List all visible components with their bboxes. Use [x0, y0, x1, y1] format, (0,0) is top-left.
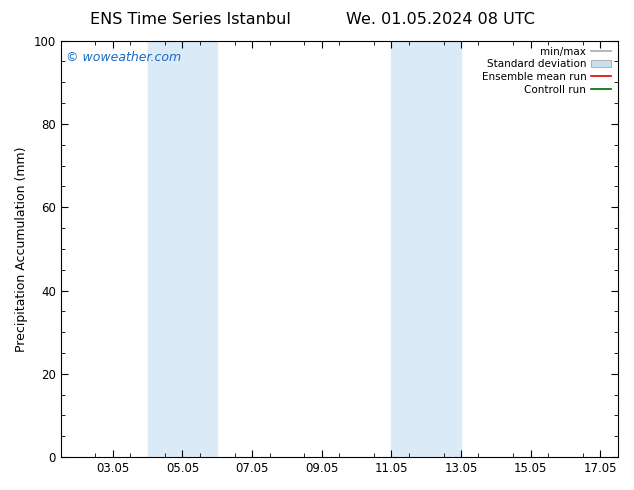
Bar: [148, 41, 217, 457]
Bar: [391, 41, 461, 457]
Text: We. 01.05.2024 08 UTC: We. 01.05.2024 08 UTC: [346, 12, 535, 27]
Text: ENS Time Series Istanbul: ENS Time Series Istanbul: [90, 12, 290, 27]
Y-axis label: Precipitation Accumulation (mm): Precipitation Accumulation (mm): [15, 146, 28, 352]
Text: © woweather.com: © woweather.com: [66, 51, 181, 64]
Legend: min/max, Standard deviation, Ensemble mean run, Controll run: min/max, Standard deviation, Ensemble me…: [479, 44, 614, 98]
